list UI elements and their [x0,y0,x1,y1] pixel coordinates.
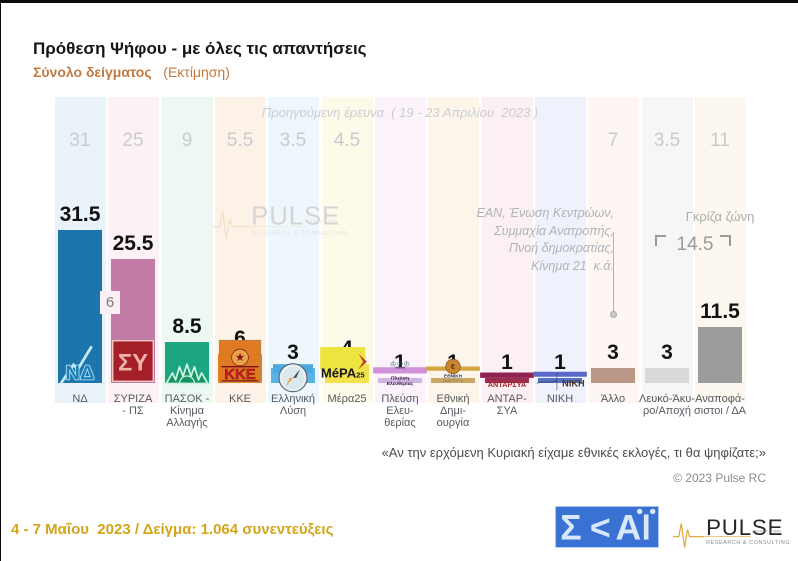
svg-text:Σ: Σ [560,508,581,548]
svg-text:ΕΡΕΥΝΕΣ ΑΓΟΡΑΣ: ΕΡΕΥΝΕΣ ΑΓΟΡΑΣ [305,219,339,223]
svg-text:ΣΥ: ΣΥ [118,350,148,377]
svg-text:ΔΗΜΙΟΥΡΓΙΑ: ΔΗΜΙΟΥΡΓΙΑ [443,379,465,383]
svg-text:PULSE: PULSE [251,203,340,231]
svg-text:<: < [590,508,611,548]
svg-text:♔♔♔: ♔♔♔ [390,360,411,369]
svg-text:ΕΡΕΥΝΕΣ ΑΓΟΡΑΣ: ΕΡΕΥΝΕΣ ΑΓΟΡΑΣ [752,529,781,533]
svg-text:Α: Α [616,508,642,548]
svg-text:NIKH: NIKH [562,378,585,388]
svg-text:NΔ: NΔ [65,363,94,385]
svg-text:€: € [451,362,456,371]
svg-text:ΕΘΝΙΚΗ: ΕΘΝΙΚΗ [444,373,463,378]
svg-text:Ελευθερίας: Ελευθερίας [387,381,414,387]
svg-text:PULSE: PULSE [706,515,783,540]
svg-text:ΑΝΤΑΡΣΥΑ: ΑΝΤΑΡΣΥΑ [488,380,527,389]
svg-text:★: ★ [235,352,245,364]
svg-text:RESEARCH & CONSULTING: RESEARCH & CONSULTING [251,230,348,237]
svg-text:RESEARCH & CONSULTING: RESEARCH & CONSULTING [706,540,790,546]
